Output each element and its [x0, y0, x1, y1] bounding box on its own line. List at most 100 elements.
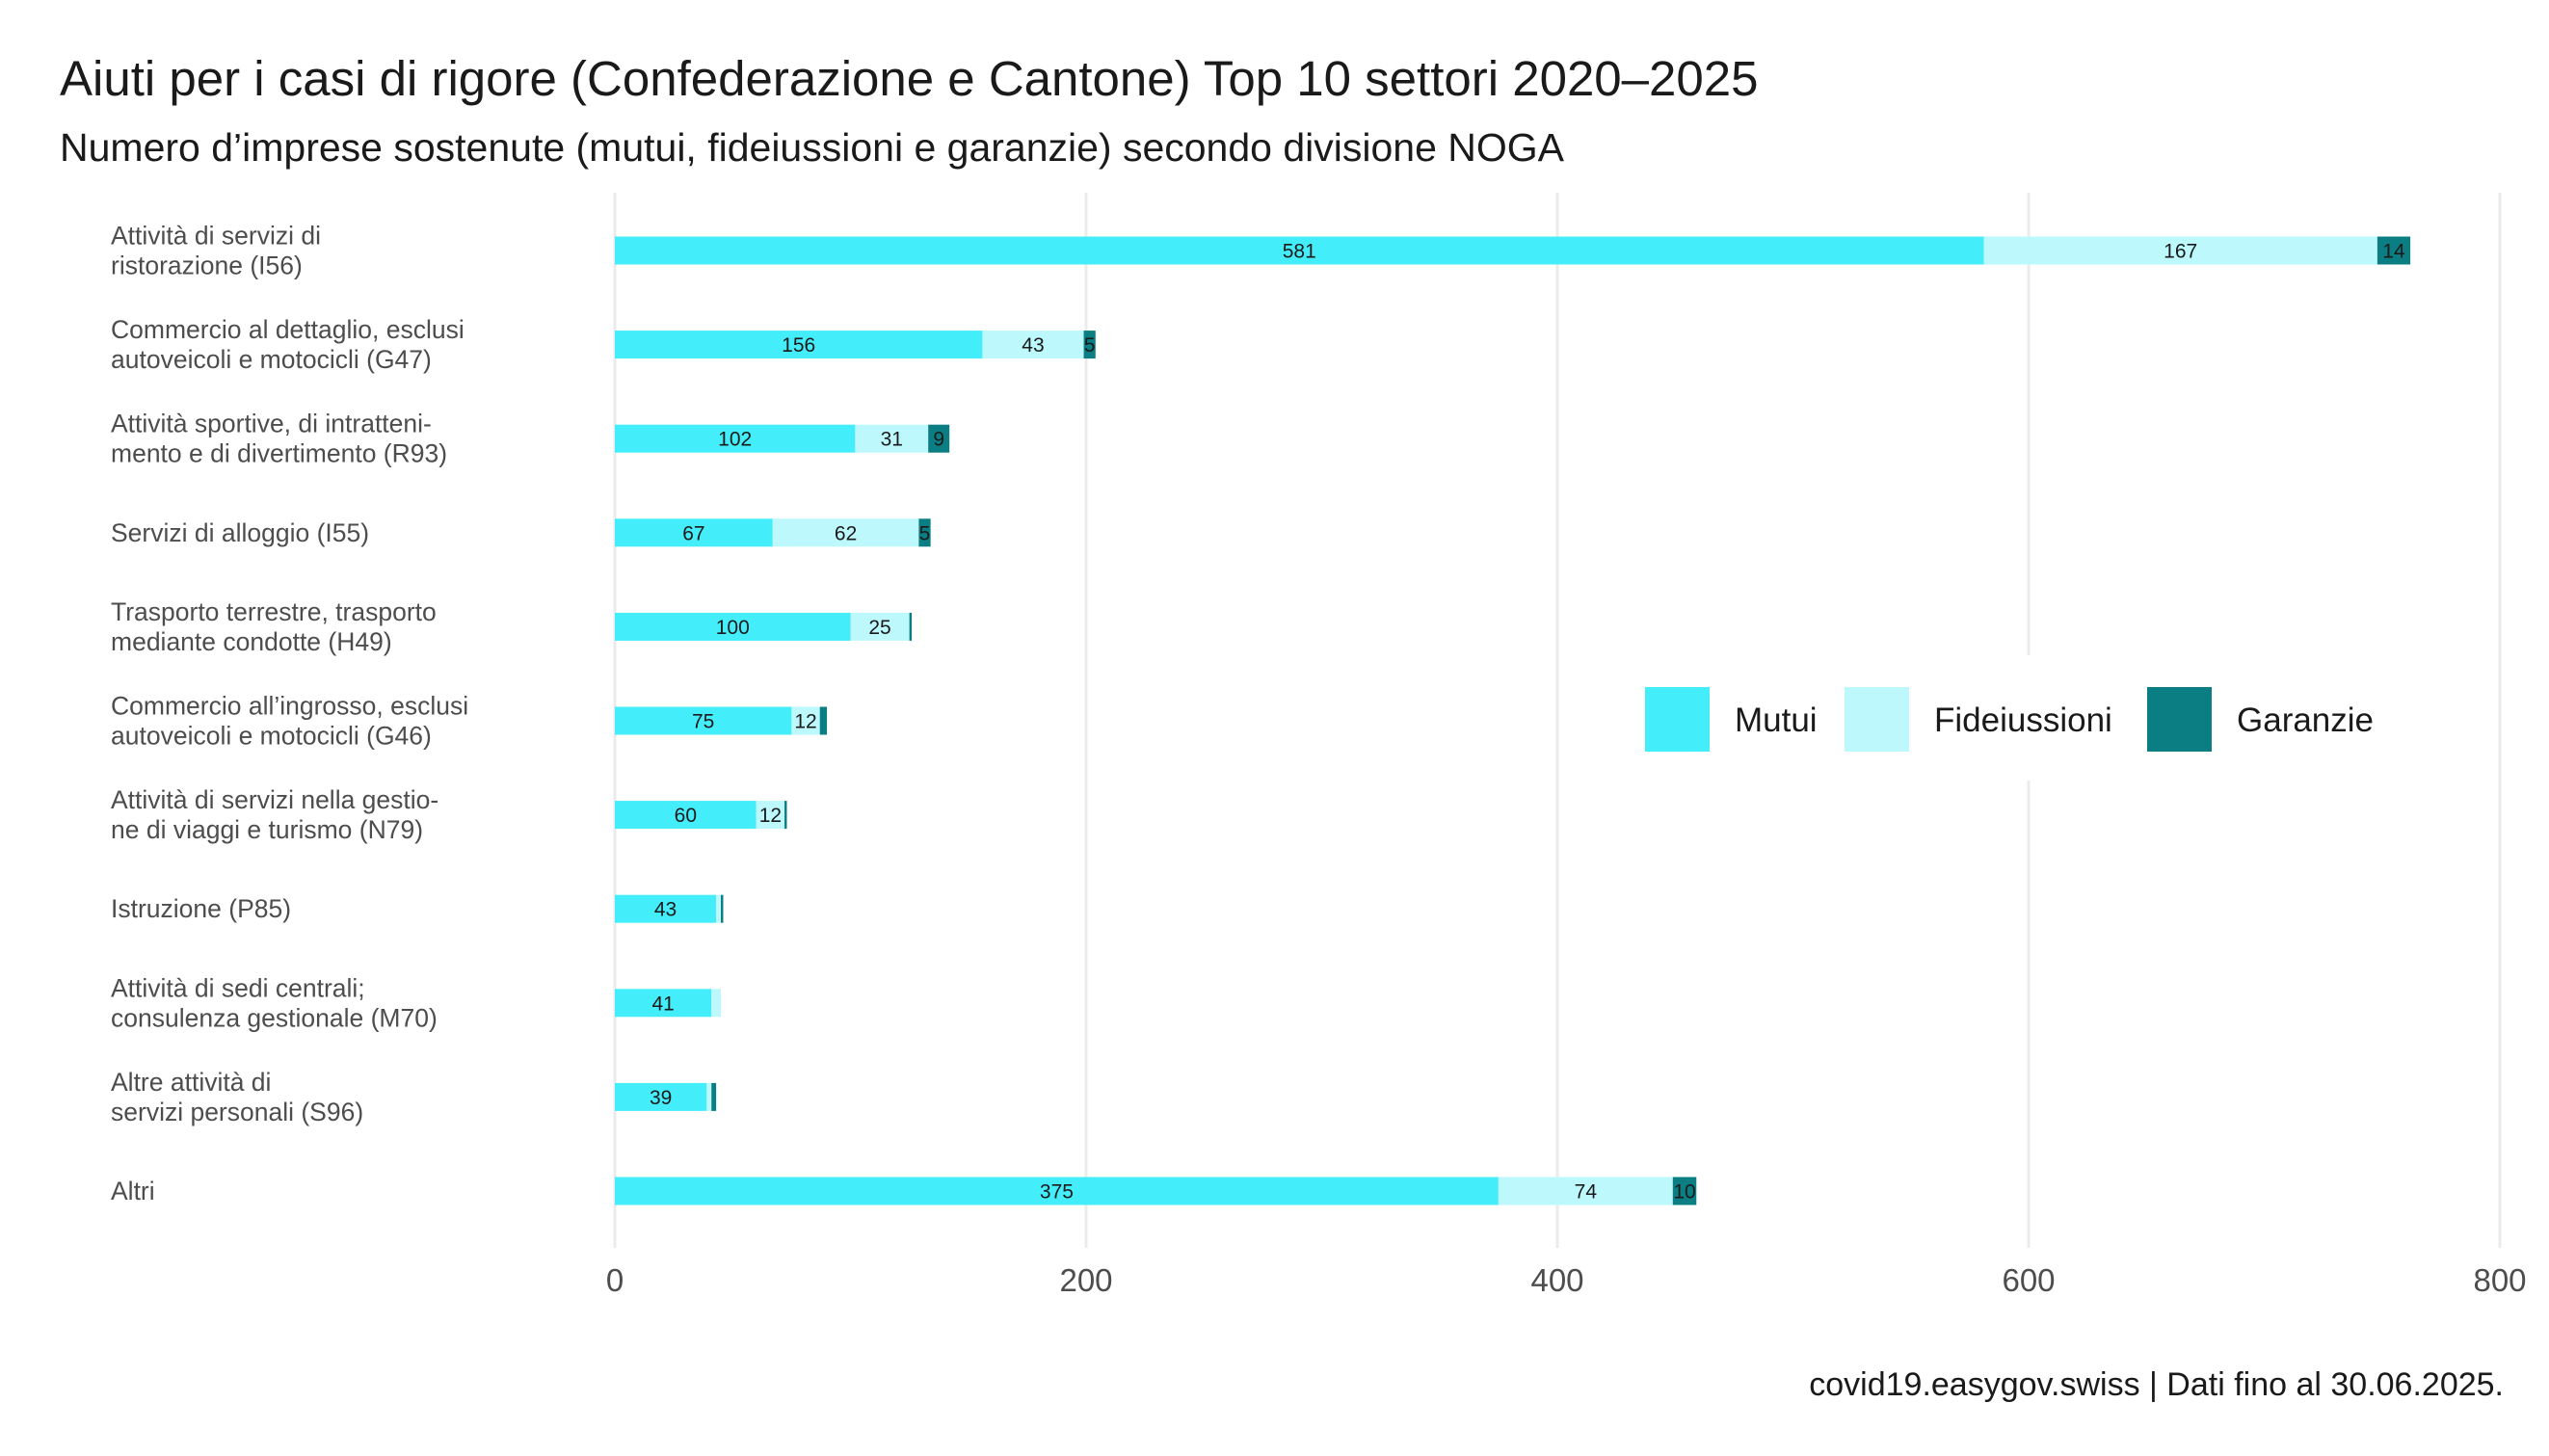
- bar-label-mutui-4: 100: [716, 617, 750, 639]
- bar-garanzie-10: [1672, 1177, 1697, 1205]
- bar-mutui-1: [615, 331, 983, 359]
- category-label-line: Trasporto terrestre, trasporto: [111, 597, 437, 626]
- bar-garanzie-9: [711, 1082, 717, 1111]
- bar-fideiussioni-9: [706, 1082, 712, 1111]
- bar-fideiussioni-8: [711, 989, 722, 1018]
- x-tick-label-800: 800: [2473, 1262, 2526, 1298]
- category-label-0: Attività di servizi di ristorazione (I56): [111, 222, 321, 280]
- legend-label-mutui: Mutui: [1735, 702, 1818, 739]
- category-label-line: autoveicoli e motocicli (G46): [111, 722, 432, 751]
- bar-label-garanzie-0: 14: [2382, 241, 2405, 263]
- x-tick-label-400: 400: [1530, 1262, 1583, 1298]
- chart-subtitle: Numero d’imprese sostenute (mutui, fidei…: [60, 125, 1565, 170]
- bar-garanzie-4: [909, 612, 913, 641]
- bar-label-garanzie-2: 9: [933, 429, 944, 451]
- x-axis-ticks: 0 200 400 600 800: [606, 1262, 2527, 1298]
- bar-label-garanzie-10: 10: [1673, 1181, 1695, 1204]
- bar-mutui-7: [615, 894, 717, 923]
- category-label-line: Commercio all’ingrosso, esclusi: [111, 692, 468, 721]
- category-label-line: mediante condotte (H49): [111, 627, 392, 656]
- category-label-line: ristorazione (I56): [111, 251, 303, 280]
- category-label-line: Altri: [111, 1177, 155, 1205]
- x-tick-label-200: 200: [1059, 1262, 1112, 1298]
- legend-label-garanzie: Garanzie: [2237, 702, 2374, 739]
- legend-swatch-mutui: [1645, 687, 1710, 752]
- legend: Mutui Fideiussioni Garanzie: [1619, 655, 2400, 781]
- bar-garanzie-2: [928, 424, 950, 453]
- category-label-line: Servizi di alloggio (I55): [111, 518, 369, 547]
- bar-label-mutui-7: 43: [654, 899, 677, 921]
- bar-label-mutui-2: 102: [718, 429, 752, 451]
- bar-fideiussioni-2: [855, 424, 929, 453]
- category-label-line: autoveicoli e motocicli (G47): [111, 345, 432, 374]
- category-label-4: Trasporto terrestre, trasporto mediante c…: [111, 597, 437, 656]
- chart-title: Aiuti per i casi di rigore (Confederazio…: [60, 51, 1759, 106]
- category-label-2: Attività sportive, di intratteni-mento e…: [111, 410, 447, 468]
- category-label-8: Attività di sedi centrali; consulenza ges…: [111, 973, 438, 1032]
- category-label-line: servizi personali (S96): [111, 1098, 363, 1126]
- bar-fideiussioni-6: [756, 801, 785, 830]
- category-label-line: Attività di servizi di: [111, 222, 321, 251]
- bar-label-fideiussioni-0: 167: [2164, 241, 2197, 263]
- bar-mutui-2: [615, 424, 856, 453]
- category-label-6: Attività di servizi nella gestio-ne di v…: [111, 785, 438, 844]
- bar-label-mutui-5: 75: [692, 711, 714, 733]
- bar-fideiussioni-0: [1983, 236, 2377, 265]
- x-tick-label-600: 600: [2002, 1262, 2055, 1298]
- bar-garanzie-1: [1083, 331, 1096, 359]
- bar-fideiussioni-4: [850, 612, 910, 641]
- bar-label-fideiussioni-4: 25: [868, 617, 890, 639]
- bar-label-fideiussioni-10: 74: [1575, 1181, 1598, 1204]
- bar-mutui-9: [615, 1082, 707, 1111]
- category-label-line: Attività di servizi nella gestio-: [111, 785, 438, 814]
- legend-swatch-garanzie: [2147, 687, 2212, 752]
- category-label-line: Attività sportive, di intratteni-: [111, 410, 432, 438]
- category-label-line: ne di viaggi e turismo (N79): [111, 815, 423, 844]
- bar-mutui-0: [615, 236, 1984, 265]
- category-label-line: Altre attività di: [111, 1068, 271, 1097]
- bar-label-fideiussioni-2: 31: [881, 429, 903, 451]
- bar-mutui-3: [615, 518, 773, 547]
- bar-mutui-10: [615, 1177, 1499, 1205]
- bar-label-mutui-8: 41: [651, 993, 674, 1015]
- x-tick-label-0: 0: [606, 1262, 624, 1298]
- bar-garanzie-5: [819, 706, 828, 735]
- bar-label-mutui-1: 156: [782, 334, 815, 357]
- category-label-line: Istruzione (P85): [111, 894, 291, 923]
- bars: [615, 236, 2411, 1205]
- category-label-5: Commercio all’ingrosso, esclusi autoveico…: [111, 692, 468, 751]
- bar-fideiussioni-1: [982, 331, 1084, 359]
- bar-fideiussioni-3: [772, 518, 919, 547]
- bar-garanzie-3: [918, 518, 931, 547]
- legend-background: [1619, 655, 2400, 781]
- bar-labels: 581 167 14 156 43 5 102 31 9 67 62 5 100 25 75 12 60 12 43…: [650, 241, 2405, 1204]
- bar-label-fideiussioni-1: 43: [1022, 334, 1044, 357]
- bar-fideiussioni-5: [791, 706, 820, 735]
- category-label-7: Istruzione (P85): [111, 894, 291, 923]
- category-label-line: Attività di sedi centrali;: [111, 973, 365, 1002]
- category-label-line: consulenza gestionale (M70): [111, 1003, 438, 1032]
- category-label-line: Commercio al dettaglio, esclusi: [111, 315, 465, 344]
- bar-label-mutui-3: 67: [682, 522, 704, 544]
- bar-label-fideiussioni-5: 12: [794, 711, 816, 733]
- category-label-line: mento e di divertimento (R93): [111, 439, 447, 468]
- category-label-3: Servizi di alloggio (I55): [111, 518, 369, 547]
- bar-label-mutui-9: 39: [650, 1087, 672, 1109]
- bar-garanzie-7: [721, 894, 724, 923]
- bar-mutui-6: [615, 801, 757, 830]
- category-label-10: Altri: [111, 1177, 155, 1205]
- bar-label-mutui-6: 60: [675, 805, 697, 827]
- legend-swatch-fideiussioni: [1845, 687, 1909, 752]
- bar-fideiussioni-10: [1498, 1177, 1673, 1205]
- bar-label-fideiussioni-3: 62: [835, 522, 857, 544]
- bar-label-mutui-10: 375: [1040, 1181, 1074, 1204]
- bar-label-fideiussioni-6: 12: [759, 805, 782, 827]
- category-label-1: Commercio al dettaglio, esclusi autoveico…: [111, 315, 465, 374]
- bar-label-mutui-0: 581: [1283, 241, 1316, 263]
- bar-label-garanzie-3: 5: [919, 522, 931, 544]
- bar-mutui-8: [615, 989, 712, 1018]
- chart-caption: covid19.easygov.swiss | Dati fino al 30.…: [1809, 1366, 2504, 1403]
- legend-label-fideiussioni: Fideiussioni: [1934, 702, 2112, 739]
- category-label-9: Altre attività di servizi personali (S96): [111, 1068, 363, 1126]
